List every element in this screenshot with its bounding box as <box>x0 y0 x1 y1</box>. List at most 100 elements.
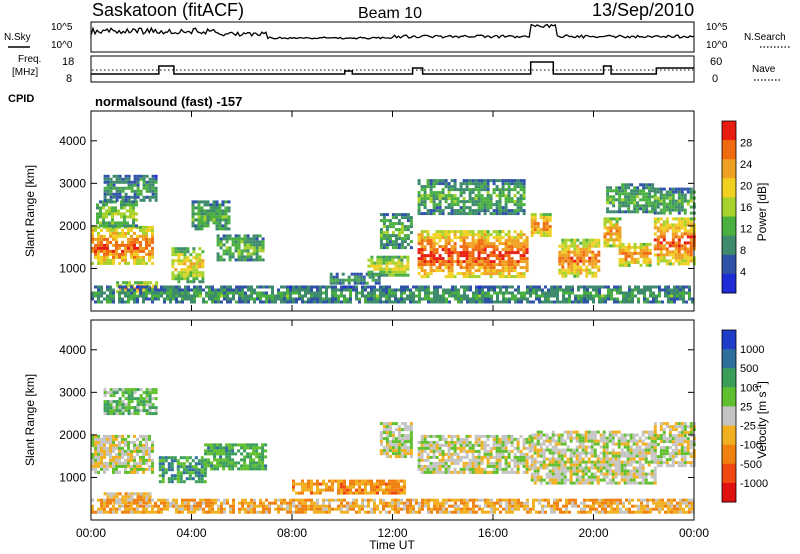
heatmap-cell <box>483 239 487 243</box>
heatmap-cell <box>504 209 508 213</box>
heatmap-cell <box>215 227 219 231</box>
heatmap-cell <box>550 288 553 292</box>
heatmap-cell <box>394 479 397 483</box>
heatmap-cell <box>639 198 643 202</box>
heatmap-cell <box>331 297 334 301</box>
power-panel-bg <box>91 111 694 311</box>
heatmap-cell <box>379 440 383 444</box>
heatmap-cell <box>145 458 148 462</box>
heatmap-cell <box>656 226 660 230</box>
heatmap-cell <box>606 241 610 245</box>
heatmap-cell <box>498 467 502 471</box>
heatmap-cell <box>382 437 386 441</box>
heatmap-cell <box>680 196 684 200</box>
heatmap-cell <box>441 257 445 261</box>
heatmap-cell <box>474 455 478 459</box>
heatmap-cell <box>447 230 451 234</box>
heatmap-cell <box>124 495 128 499</box>
heatmap-cell <box>548 448 552 452</box>
heatmap-cell <box>567 250 571 254</box>
heatmap-cell <box>525 248 529 252</box>
heatmap-cell <box>235 285 238 289</box>
heatmap-cell <box>513 242 517 246</box>
heatmap-cell <box>646 297 649 301</box>
heatmap-cell <box>112 174 116 178</box>
heatmap-cell <box>171 262 175 266</box>
heatmap-cell <box>223 285 226 289</box>
heatmap-cell <box>573 241 577 245</box>
heatmap-cell <box>391 273 395 277</box>
heatmap-cell <box>471 467 475 471</box>
heatmap-cell <box>403 449 407 453</box>
heatmap-cell <box>501 467 505 471</box>
heatmap-cell <box>510 179 514 183</box>
heatmap-cell <box>403 285 406 289</box>
heatmap-cell <box>450 245 454 249</box>
heatmap-cell <box>486 257 490 261</box>
heatmap-cell <box>151 288 154 292</box>
heatmap-cell <box>106 285 109 289</box>
heatmap-cell <box>222 464 226 468</box>
heatmap-cell <box>121 186 125 190</box>
heatmap-cell <box>557 442 561 446</box>
heatmap-cell <box>526 291 529 295</box>
heatmap-cell <box>394 428 398 432</box>
heatmap-cell <box>374 278 378 282</box>
heatmap-cell <box>432 260 436 264</box>
heatmap-cell <box>133 397 137 401</box>
heatmap-cell <box>492 230 496 234</box>
heatmap-cell <box>271 294 274 298</box>
heatmap-cell <box>444 230 448 234</box>
heatmap-cell <box>486 233 490 237</box>
heatmap-cell <box>522 458 526 462</box>
heatmap-cell <box>226 294 229 298</box>
heatmap-cell <box>453 251 457 255</box>
heatmap-cell <box>115 174 119 178</box>
heatmap-cell <box>420 188 424 192</box>
heatmap-cell <box>234 243 238 247</box>
heatmap-cell <box>164 471 168 475</box>
heatmap-cell <box>610 297 613 301</box>
heatmap-cell <box>97 434 100 438</box>
heatmap-cell <box>474 434 478 438</box>
heatmap-cell <box>274 294 277 298</box>
heatmap-cell <box>388 300 391 304</box>
heatmap-cell <box>388 270 392 274</box>
heatmap-cell <box>417 464 421 468</box>
heatmap-cell <box>642 207 646 211</box>
heatmap-cell <box>525 467 529 471</box>
heatmap-cell <box>142 501 146 505</box>
heatmap-cell <box>570 250 574 254</box>
heatmap-cell <box>598 291 601 295</box>
heatmap-cell <box>139 455 142 459</box>
heatmap-cell <box>148 437 151 441</box>
heatmap-cell <box>489 434 493 438</box>
heatmap-cell <box>423 245 427 249</box>
heatmap-cell <box>183 271 187 275</box>
heatmap-cell <box>659 259 663 263</box>
heatmap-cell <box>231 446 235 450</box>
heatmap-cell <box>483 269 487 273</box>
heatmap-cell <box>106 237 109 241</box>
heatmap-cell <box>513 188 517 192</box>
heatmap-cell <box>94 300 97 304</box>
heatmap-cell <box>637 291 640 295</box>
heatmap-cell <box>423 440 427 444</box>
heatmap-cell <box>662 223 666 227</box>
heatmap-cell <box>118 297 121 301</box>
heatmap-cell <box>570 271 574 275</box>
heatmap-cell <box>530 234 534 238</box>
heatmap-cell <box>567 256 571 260</box>
heatmap-cell <box>421 288 424 292</box>
heatmap-cell <box>154 174 158 178</box>
heatmap-cell <box>187 285 190 289</box>
heatmap-cell <box>606 226 610 230</box>
heatmap-cell <box>545 457 549 461</box>
heatmap-cell <box>418 300 421 304</box>
heatmap-cell <box>453 467 457 471</box>
heatmap-cell <box>423 272 427 276</box>
heatmap-cell <box>382 216 386 220</box>
heatmap-cell <box>645 263 649 267</box>
heatmap-cell <box>516 458 520 462</box>
heatmap-cell <box>406 261 410 265</box>
